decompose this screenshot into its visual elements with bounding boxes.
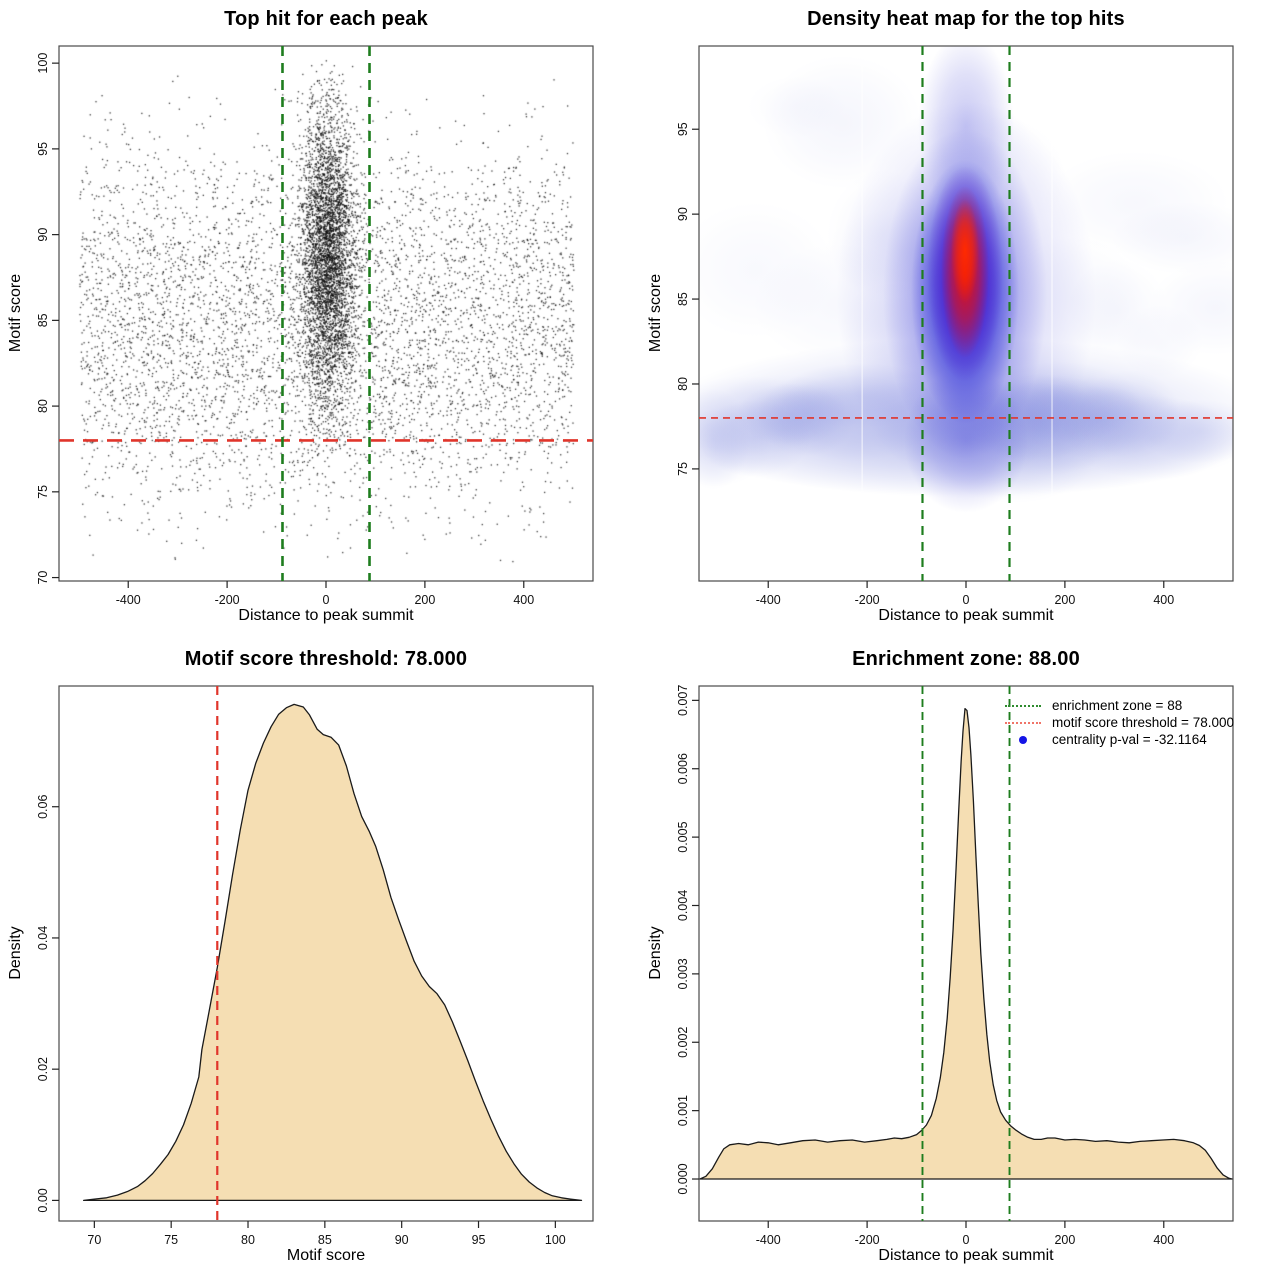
score-density-plot-layer: 70 75 80 85 90 95 100 0.00 0.02 0.04 0.06	[36, 685, 594, 1247]
y-tick-label: 70	[36, 571, 50, 585]
heatmap-x-axis-label: Distance to peak summit	[878, 607, 1054, 624]
y-tick-label: 0.005	[676, 821, 690, 852]
heatmap-axes-layer: -400 -200 0 200 400 75 80 85 90 95	[676, 45, 1234, 607]
dist-density-x-axis-label: Distance to peak summit	[878, 1247, 1054, 1264]
panel-dist-density: Enrichment zone: 88.00 Density -400 -200 0…	[640, 640, 1280, 1280]
heatmap-density-image	[699, 46, 1233, 581]
legend-label: centrality p-val = -32.1164	[1052, 732, 1207, 747]
x-tick-label: 0	[963, 1233, 970, 1247]
x-tick-label: 200	[1054, 593, 1075, 607]
density-blob	[736, 383, 847, 446]
x-tick-label: 200	[414, 593, 435, 607]
y-tick-label: 80	[36, 399, 50, 413]
y-tick-label: 85	[36, 313, 50, 327]
y-tick-label: 95	[36, 142, 50, 156]
panel-score-density: Motif score threshold: 78.000 Density 70…	[0, 640, 640, 1280]
y-tick-label: 80	[676, 377, 690, 391]
x-tick-label: -200	[855, 593, 880, 607]
x-tick-label: -400	[116, 593, 141, 607]
y-tick-label: 90	[36, 228, 50, 242]
x-tick-label: 85	[318, 1233, 332, 1247]
density-curve	[82, 703, 583, 1202]
scatter-x-axis-label: Distance to peak summit	[238, 607, 414, 624]
y-tick-label: 75	[676, 462, 690, 476]
y-tick-label: 0.006	[676, 753, 690, 784]
legend-item-centrality-pval: centrality p-val = -32.1164	[1005, 731, 1234, 748]
dist-density-plot-layer: -400 -200 0 200 400 0.000 0.001 0.002 0.003 0.004…	[676, 685, 1234, 1247]
y-tick-label: 0.001	[676, 1095, 690, 1126]
x-tick-label: 0	[323, 593, 330, 607]
legend-item-enrichment-zone: enrichment zone = 88	[1005, 697, 1234, 714]
density-curve	[699, 707, 1233, 1180]
heatmap-title: Density heat map for the top hits	[807, 8, 1125, 30]
legend-item-motif-threshold: motif score threshold = 78.000	[1005, 714, 1234, 731]
y-tick-label: 0.06	[36, 795, 50, 819]
plot-box	[58, 685, 594, 1222]
y-tick-label: 0.00	[36, 1188, 50, 1212]
panel-scatter: Top hit for each peak Motif score -400 -2…	[0, 0, 640, 640]
x-tick-label: 100	[545, 1233, 566, 1247]
blue-dot-icon	[1005, 735, 1041, 744]
plot-legend: enrichment zone = 88 motif score thresho…	[1005, 697, 1234, 748]
density-blob	[699, 201, 836, 339]
y-tick-label: 0.000	[676, 1163, 690, 1194]
x-tick-label: 400	[1153, 593, 1174, 607]
panel-heatmap: Density heat map for the top hits Motif …	[640, 0, 1280, 640]
dist-density-title: Enrichment zone: 88.00	[852, 648, 1080, 670]
x-tick-label: 80	[241, 1233, 255, 1247]
y-tick-label: 0.007	[676, 685, 690, 716]
y-tick-label: 90	[676, 207, 690, 221]
density-blob	[1148, 260, 1233, 356]
x-tick-label: 400	[513, 593, 534, 607]
x-tick-label: -400	[756, 1233, 781, 1247]
y-tick-label: 0.02	[36, 1057, 50, 1081]
y-tick-label: 85	[676, 292, 690, 306]
x-tick-label: 0	[963, 593, 970, 607]
green-dotted-line-icon	[1005, 704, 1041, 707]
density-blob	[1140, 399, 1233, 464]
x-tick-label: -200	[855, 1233, 880, 1247]
density-blob	[951, 199, 979, 303]
x-tick-label: 400	[1153, 1233, 1174, 1247]
x-tick-label: 90	[395, 1233, 409, 1247]
y-tick-label: 75	[36, 485, 50, 499]
y-tick-label: 95	[676, 122, 690, 136]
y-tick-label: 0.002	[676, 1027, 690, 1058]
plot-box	[698, 45, 1234, 582]
scatter-axes-layer: -400 -200 0 200 400 70 75 80 85 90 95 100	[36, 45, 594, 607]
x-tick-label: 200	[1054, 1233, 1075, 1247]
red-dotted-line-icon	[1005, 721, 1041, 724]
scatter-title: Top hit for each peak	[224, 8, 428, 30]
x-tick-label: -200	[215, 593, 240, 607]
y-tick-label: 100	[36, 53, 50, 74]
y-tick-label: 0.04	[36, 926, 50, 950]
score-density-title: Motif score threshold: 78.000	[184, 648, 468, 670]
x-tick-label: 75	[164, 1233, 178, 1247]
y-tick-label: 0.003	[676, 958, 690, 989]
x-tick-label: 70	[87, 1233, 101, 1247]
plot-box	[58, 45, 594, 582]
score-density-x-axis-label: Motif score	[286, 1247, 366, 1264]
x-tick-label: 95	[472, 1233, 486, 1247]
y-tick-label: 0.004	[676, 890, 690, 921]
legend-label: enrichment zone = 88	[1052, 698, 1183, 713]
legend-label: motif score threshold = 78.000	[1052, 715, 1234, 730]
density-blob	[1111, 201, 1233, 275]
scatter-points-canvas	[59, 46, 593, 581]
x-tick-label: -400	[756, 593, 781, 607]
